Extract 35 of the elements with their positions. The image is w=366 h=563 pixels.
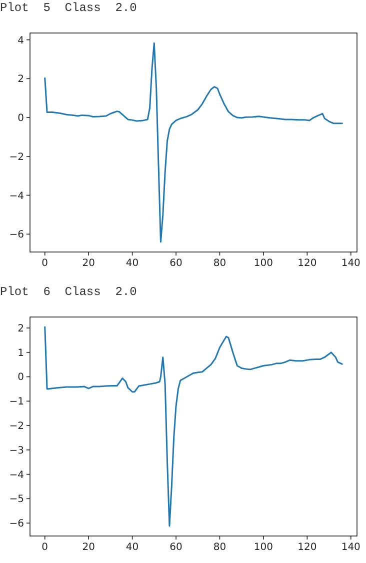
x-tick-label: 20 (82, 542, 95, 553)
y-tick-label: 2 (18, 74, 24, 86)
x-tick-label: 140 (341, 542, 360, 553)
x-tick-label: 120 (298, 542, 317, 553)
chart-title: Plot 5 Class 2.0 (0, 1, 137, 15)
y-tick-label: −2 (9, 152, 24, 163)
x-tick-label: 120 (298, 258, 317, 269)
x-tick-label: 60 (170, 258, 182, 269)
y-tick-label: 0 (18, 372, 24, 384)
y-tick-label: −1 (9, 396, 24, 408)
x-tick-label: 0 (42, 542, 48, 553)
y-tick-label: −4 (9, 470, 24, 481)
y-tick-label: 2 (18, 323, 24, 334)
y-tick-label: −5 (9, 494, 24, 506)
y-tick-label: −6 (9, 518, 24, 530)
x-tick-label: 100 (254, 542, 273, 553)
x-tick-label: 80 (213, 258, 226, 269)
y-tick-label: −4 (9, 190, 24, 202)
x-tick-label: 40 (126, 542, 139, 553)
y-tick-label: 4 (18, 35, 24, 46)
line-series (44, 326, 343, 527)
x-tick-label: 20 (82, 258, 95, 269)
x-tick-label: 100 (254, 258, 273, 269)
x-tick-label: 140 (341, 258, 360, 269)
x-tick-label: 0 (42, 258, 48, 269)
y-tick-label: −3 (9, 445, 24, 456)
y-tick-label: 0 (18, 113, 24, 124)
line-series (44, 42, 343, 243)
y-tick-label: 1 (18, 348, 24, 359)
y-tick-label: −6 (9, 230, 24, 241)
x-tick-label: 40 (126, 258, 139, 269)
chart-title: Plot 6 Class 2.0 (0, 285, 137, 299)
y-tick-label: −2 (9, 421, 24, 432)
x-tick-label: 60 (170, 542, 182, 553)
x-tick-label: 80 (213, 542, 226, 553)
